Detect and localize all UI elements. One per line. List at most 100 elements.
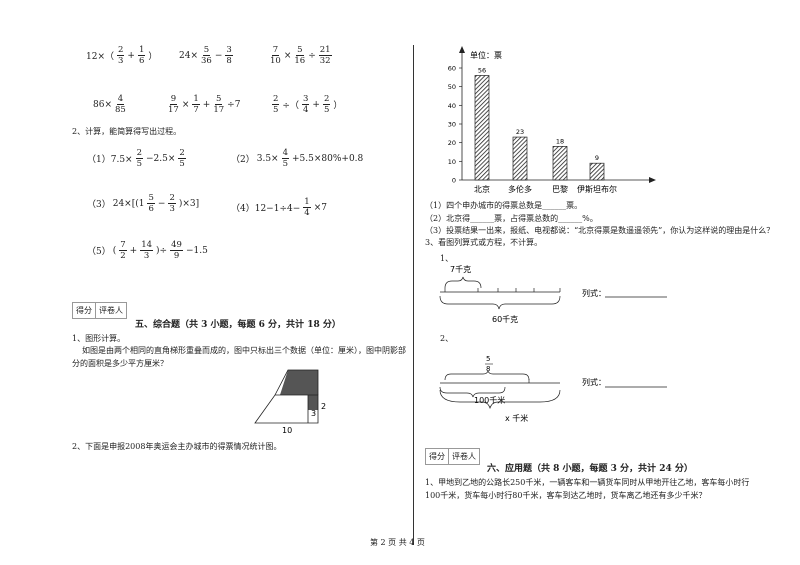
expression: （3） 24×[(1 5 6−2 3)×3] bbox=[86, 193, 200, 214]
score-label: 评卷人 bbox=[452, 452, 476, 461]
category-label: 伊斯坦布尔 bbox=[577, 184, 617, 194]
denominator: 5 bbox=[282, 159, 289, 169]
column-divider bbox=[413, 45, 414, 545]
expr-text: （4）12−1÷4− bbox=[231, 204, 301, 214]
expression: 24× 5 36−3 8 bbox=[178, 45, 235, 66]
y-tick-label: 30 bbox=[448, 121, 456, 129]
expr-text: ×7 bbox=[313, 202, 327, 213]
diagram-label: x 千米 bbox=[505, 413, 528, 423]
question-text: 如图是由两个相同的直角梯形重叠而成的，图中只标出三个数据（单位：厘米），图中阴影… bbox=[72, 346, 406, 368]
fraction: 5 16 bbox=[294, 45, 305, 66]
expr-text: + bbox=[312, 99, 320, 110]
numerator: 2 bbox=[272, 94, 280, 105]
expr-text: −1.5 bbox=[185, 245, 208, 256]
brace bbox=[439, 295, 561, 310]
expr-text: 24× bbox=[179, 50, 198, 61]
fraction: 7 10 bbox=[270, 45, 281, 66]
bar bbox=[589, 162, 605, 181]
question-title: 1、图形计算。 bbox=[72, 334, 126, 343]
fraction: 5 17 bbox=[213, 94, 224, 115]
expr-text: 12×（ bbox=[86, 52, 114, 62]
expr-text: ） bbox=[148, 52, 158, 62]
diagram-label: 100千米 bbox=[474, 395, 505, 405]
numerator: 7 bbox=[271, 45, 280, 56]
expr-text: −2.5× bbox=[146, 153, 176, 164]
question-title: 3、看图列算式或方程，不计算。 bbox=[425, 238, 543, 247]
denominator: 17 bbox=[213, 105, 225, 115]
value-label: 18 bbox=[556, 137, 564, 145]
expr-text: （1）7.5× bbox=[87, 155, 133, 165]
expr-text: ÷（ bbox=[282, 101, 299, 111]
denominator: 5 bbox=[136, 159, 143, 169]
expression: （2） 3.5× 4 5 +5.5×80%+0.8 bbox=[230, 148, 364, 169]
score-box: 得分 评卷人 bbox=[425, 448, 480, 465]
numerator: 7 bbox=[119, 240, 127, 251]
numerator: 4 bbox=[281, 148, 290, 159]
brace bbox=[439, 386, 506, 398]
numerator: 3 bbox=[301, 94, 310, 105]
denominator: 8 bbox=[226, 56, 232, 66]
bar bbox=[474, 75, 490, 181]
category-label: 北京 bbox=[474, 184, 490, 194]
expr-text: )×3] bbox=[178, 198, 200, 209]
numerator: 2 bbox=[178, 148, 186, 159]
question-text: 2、下面是申报2008年奥运会主办城市的得票情况统计图。 bbox=[72, 442, 282, 451]
question-number: 2、 bbox=[440, 334, 454, 343]
score-label: 评卷人 bbox=[99, 306, 123, 315]
brace bbox=[444, 369, 530, 381]
denominator: 2 bbox=[120, 251, 126, 261]
expr-text: × bbox=[283, 50, 292, 61]
numerator: 3 bbox=[225, 45, 233, 56]
y-tick-label: 10 bbox=[448, 158, 456, 166]
denominator: 85 bbox=[115, 105, 126, 115]
expr-text: （2） bbox=[231, 155, 255, 165]
expression: 12×（ 2 3 +1 6） bbox=[85, 45, 158, 66]
question-title: 2、计算，能简算得写出过程。 bbox=[72, 127, 182, 136]
expr-text: ） bbox=[333, 101, 343, 111]
expr-text: + bbox=[129, 245, 138, 256]
segment-ticks bbox=[444, 288, 561, 292]
numerator: 5 bbox=[202, 45, 211, 56]
axis-arrow bbox=[459, 46, 465, 53]
fraction: 21 32 bbox=[318, 45, 332, 66]
fraction: 9 17 bbox=[168, 94, 179, 115]
value-label: 9 bbox=[595, 154, 599, 162]
section-title: 六、应用题（共 8 小题，每题 3 分，共计 24 分） bbox=[487, 464, 693, 474]
numerator: 5 bbox=[296, 45, 304, 56]
denominator: 5 bbox=[179, 159, 185, 169]
fraction: 4 85 bbox=[115, 94, 126, 115]
figure-label: 2 bbox=[321, 402, 326, 411]
category-label: 多伦多 bbox=[508, 184, 532, 194]
expression: （1）7.5× 2 5 −2.5× 2 5 bbox=[86, 148, 188, 169]
y-tick-label: 20 bbox=[448, 139, 456, 147]
numerator: 5 bbox=[215, 94, 223, 105]
y-tick-label: 0 bbox=[452, 177, 456, 185]
diagram-label: 5 bbox=[486, 355, 490, 363]
question-number: 1、 bbox=[440, 254, 454, 263]
y-tick-label: 40 bbox=[448, 102, 456, 110]
expr-text: − bbox=[157, 198, 166, 209]
brace bbox=[439, 389, 561, 410]
expr-text: × bbox=[181, 99, 190, 110]
denominator: 9 bbox=[173, 251, 180, 261]
numerator: 5 bbox=[147, 193, 155, 204]
diagram-label: 7千克 bbox=[450, 264, 471, 274]
denominator: 36 bbox=[201, 56, 212, 66]
expr-text: + bbox=[127, 50, 135, 61]
numerator: 4 bbox=[116, 94, 125, 105]
numerator: 9 bbox=[169, 94, 178, 105]
expr-text: （5） bbox=[87, 247, 111, 257]
diagram-label: 60千克 bbox=[492, 314, 518, 324]
expr-text: ÷7 bbox=[227, 99, 241, 110]
denominator: 6 bbox=[148, 204, 154, 214]
question-text: （1）四个申办城市的得票总数是______票。 bbox=[425, 201, 583, 210]
